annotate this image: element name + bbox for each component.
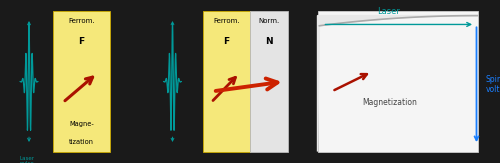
Text: Ferrom.: Ferrom. bbox=[68, 18, 94, 24]
Text: Magnetization: Magnetization bbox=[362, 98, 417, 107]
Text: F: F bbox=[78, 37, 84, 46]
Text: Spin
voltage: Spin voltage bbox=[486, 75, 500, 95]
Text: Laser
pulse: Laser pulse bbox=[19, 156, 34, 163]
Text: Magne-: Magne- bbox=[69, 121, 94, 127]
Bar bbox=[250, 11, 288, 152]
Bar bbox=[318, 11, 478, 152]
Polygon shape bbox=[318, 16, 478, 152]
Text: Norm.: Norm. bbox=[258, 18, 280, 24]
Bar bbox=[202, 11, 250, 152]
Bar bbox=[52, 11, 110, 152]
Text: Laser: Laser bbox=[378, 7, 400, 16]
Text: F: F bbox=[223, 37, 230, 46]
Text: N: N bbox=[265, 37, 272, 46]
Text: tization: tization bbox=[69, 139, 94, 145]
Text: Ferrom.: Ferrom. bbox=[213, 18, 240, 24]
